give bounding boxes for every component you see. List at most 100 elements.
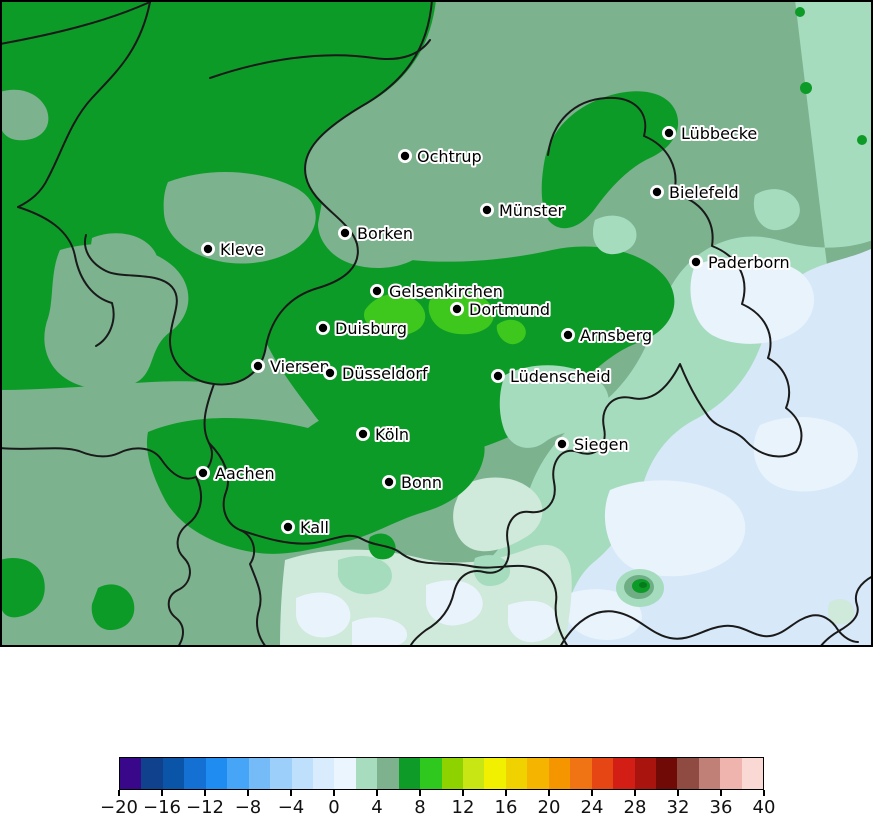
legend-tick-label: −20 (100, 797, 138, 818)
city-dot (452, 304, 462, 314)
legend-tick-mark (247, 790, 249, 796)
legend-tick-mark (462, 790, 464, 796)
caption-area: Temperatur in 2m (in °C) Modell: ICON-D2… (0, 647, 880, 747)
legend-color-segment (613, 758, 635, 789)
legend-tick-label: 16 (494, 797, 518, 818)
city-label: Lüdenscheid (510, 367, 611, 386)
city-dot (563, 330, 573, 340)
city-dot (652, 187, 662, 197)
map-border-lines (0, 0, 873, 647)
city-label: Paderborn (708, 253, 790, 272)
legend-color-segment (698, 758, 721, 789)
city-dot (253, 361, 263, 371)
map-sage-patches (0, 81, 501, 390)
map-palemint-north-blob (453, 477, 543, 552)
legend-colorbar (119, 757, 764, 790)
legend-color-segment (184, 758, 206, 789)
legend-tick-mark (118, 790, 120, 796)
city-dot (203, 244, 213, 254)
legend-tick-label: 40 (752, 797, 776, 818)
city-dot (325, 368, 335, 378)
city-dot (482, 205, 492, 215)
map-mint-siegerland (499, 365, 609, 448)
city-dot (691, 257, 701, 267)
legend-tick-label: 36 (709, 797, 733, 818)
map-canvas: Ochtrup Münster Lübbecke Bielefeld Paderborn… (0, 0, 873, 647)
legend-tick-mark (419, 790, 421, 796)
city-label: Siegen (574, 435, 629, 454)
city-label: Kall (300, 518, 329, 537)
map-mint-patches (592, 189, 800, 255)
legend-color-segment (463, 758, 485, 789)
legend-tick-mark (333, 790, 335, 796)
city-label: Bielefeld (669, 183, 739, 202)
city-label: Lübbecke (681, 124, 757, 143)
legend-color-segment (741, 758, 764, 789)
temperature-map: Ochtrup Münster Lübbecke Bielefeld Paderborn… (0, 0, 873, 647)
city-dot (198, 468, 208, 478)
legend-tick-mark (763, 790, 765, 796)
city-dot (283, 522, 293, 532)
legend-tick-label: −8 (234, 797, 262, 818)
legend-color-segment (591, 758, 614, 789)
city-label: Bonn (401, 473, 442, 492)
legend-tick-mark (376, 790, 378, 796)
legend-tick-mark (548, 790, 550, 796)
legend-color-segment (655, 758, 678, 789)
legend-tick-mark (290, 790, 292, 796)
legend-tick-label: 0 (328, 797, 340, 818)
city-label: Duisburg (335, 319, 407, 338)
city-label: Aachen (215, 464, 275, 483)
city-dot (318, 323, 328, 333)
legend-color-segment (634, 758, 656, 789)
legend-color-segment (398, 758, 421, 789)
city-label: Düsseldorf (342, 364, 428, 383)
legend-color-segment (355, 758, 378, 789)
map-mint-in-band (337, 555, 511, 595)
city-dot (400, 151, 410, 161)
legend-tick-label: −4 (277, 797, 305, 818)
legend-tick-mark (161, 790, 163, 796)
city-label: Köln (375, 425, 409, 444)
legend-color-segment (205, 758, 228, 789)
city-dot (557, 439, 567, 449)
city-label: Kleve (220, 240, 264, 259)
legend-color-segment (441, 758, 463, 789)
legend-tick-label: 12 (451, 797, 475, 818)
legend-tick-label: 32 (666, 797, 690, 818)
legend-color-segment (677, 758, 699, 789)
legend-tick-mark (204, 790, 206, 796)
legend-color-segment (484, 758, 506, 789)
legend-tick-label: 4 (371, 797, 383, 818)
legend-color-segment (227, 758, 249, 789)
city-dot (340, 228, 350, 238)
city-label: Borken (357, 224, 413, 243)
legend-color-segment (141, 758, 163, 789)
legend-color-segment (377, 758, 399, 789)
legend-tick-label: 28 (623, 797, 647, 818)
map-mint-spot-se (828, 599, 855, 625)
legend-color-segment (548, 758, 571, 789)
city-label: Münster (499, 201, 565, 220)
city-dot (664, 128, 674, 138)
legend-color-segment (312, 758, 335, 789)
city-label: Gelsenkirchen (389, 282, 503, 301)
legend-color-segment (291, 758, 313, 789)
legend-tick-mark (591, 790, 593, 796)
legend-color-segment (527, 758, 549, 789)
legend-color-segment (505, 758, 528, 789)
legend-color-segment (334, 758, 356, 789)
legend-tick-label: −16 (143, 797, 181, 818)
city-label: Dortmund (469, 300, 550, 319)
map-se-green-blob (616, 569, 664, 607)
legend-tick-mark (720, 790, 722, 796)
map-whiteblue-in-band (296, 580, 558, 647)
city-dot (384, 477, 394, 487)
map-lightblue-patches (565, 256, 858, 640)
city-dot (493, 371, 503, 381)
legend-tick-mark (677, 790, 679, 796)
city-label: Viersen (270, 357, 330, 376)
legend-color-segment (270, 758, 292, 789)
legend-color-segment (162, 758, 185, 789)
